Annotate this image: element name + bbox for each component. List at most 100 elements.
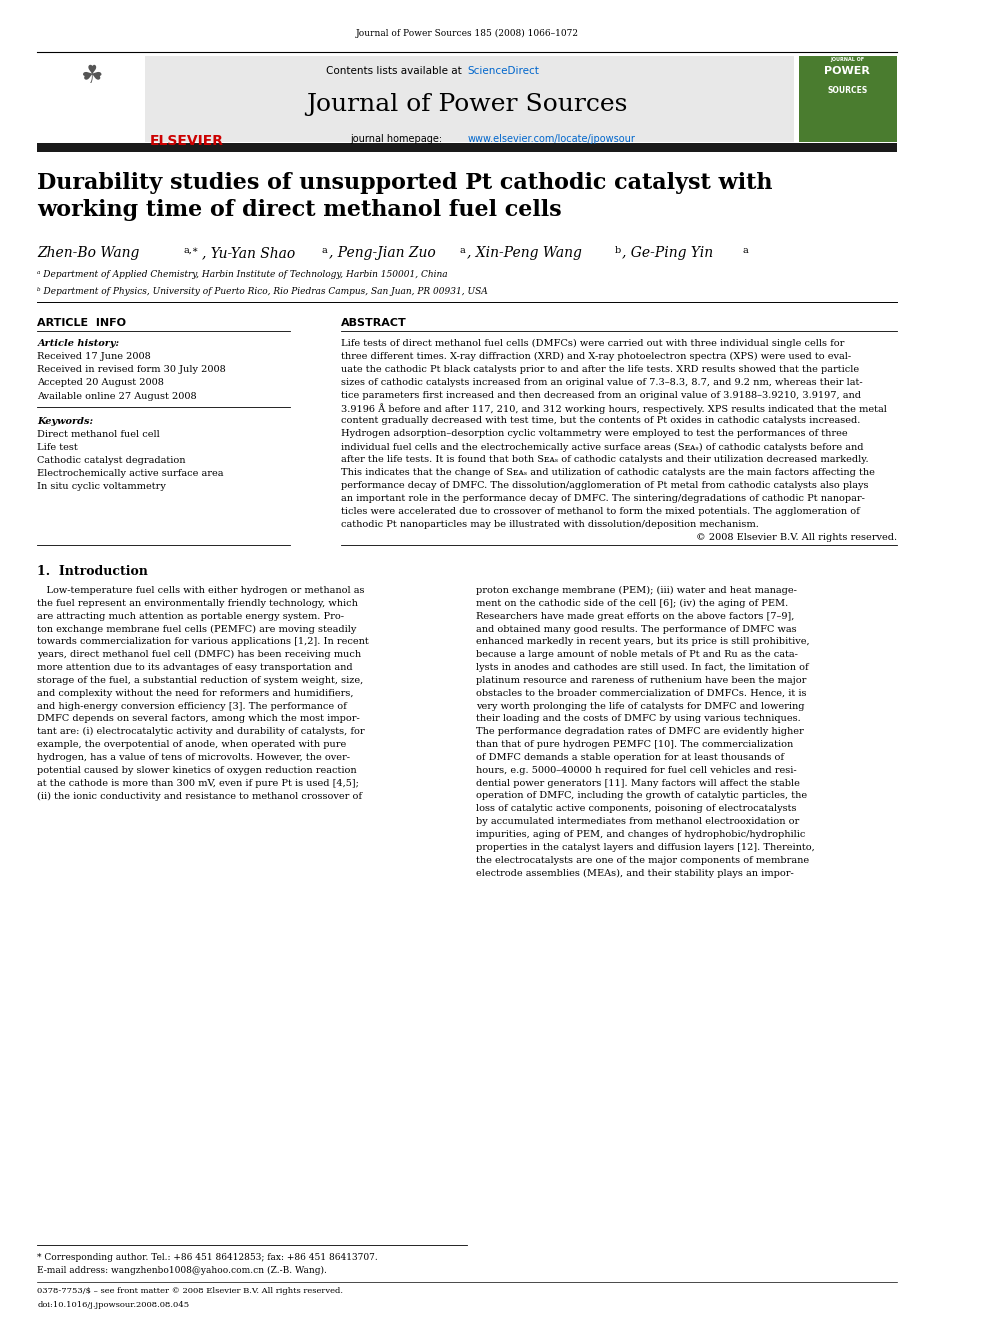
Text: © 2008 Elsevier B.V. All rights reserved.: © 2008 Elsevier B.V. All rights reserved… (695, 533, 897, 542)
Text: ARTICLE  INFO: ARTICLE INFO (38, 318, 126, 328)
Text: uate the cathodic Pt black catalysts prior to and after the life tests. XRD resu: uate the cathodic Pt black catalysts pri… (341, 365, 859, 373)
Text: potential caused by slower kinetics of oxygen reduction reaction: potential caused by slower kinetics of o… (38, 766, 357, 775)
Text: operation of DMFC, including the growth of catalytic particles, the: operation of DMFC, including the growth … (476, 791, 807, 800)
Text: Received 17 June 2008: Received 17 June 2008 (38, 352, 151, 361)
Text: ᵇ Department of Physics, University of Puerto Rico, Rio Piedras Campus, San Juan: ᵇ Department of Physics, University of P… (38, 287, 488, 296)
Text: 1.  Introduction: 1. Introduction (38, 565, 148, 578)
Text: Keywords:: Keywords: (38, 417, 93, 426)
Text: more attention due to its advantages of easy transportation and: more attention due to its advantages of … (38, 663, 353, 672)
Text: dential power generators [11]. Many factors will affect the stable: dential power generators [11]. Many fact… (476, 778, 801, 787)
Text: ᵃ Department of Applied Chemistry, Harbin Institute of Technology, Harbin 150001: ᵃ Department of Applied Chemistry, Harbi… (38, 270, 448, 279)
Text: electrode assemblies (MEAs), and their stability plays an impor-: electrode assemblies (MEAs), and their s… (476, 868, 795, 877)
Text: very worth prolonging the life of catalysts for DMFC and lowering: very worth prolonging the life of cataly… (476, 701, 805, 710)
Text: an important role in the performance decay of DMFC. The sintering/degradations o: an important role in the performance dec… (341, 495, 865, 503)
Text: and high-energy conversion efficiency [3]. The performance of: and high-energy conversion efficiency [3… (38, 701, 347, 710)
Text: obstacles to the broader commercialization of DMFCs. Hence, it is: obstacles to the broader commercializati… (476, 689, 807, 697)
Text: three different times. X-ray diffraction (XRD) and X-ray photoelectron spectra (: three different times. X-ray diffraction… (341, 352, 851, 361)
Text: the electrocatalysts are one of the major components of membrane: the electrocatalysts are one of the majo… (476, 856, 809, 865)
Text: a: a (743, 246, 749, 255)
Text: , Yu-Yan Shao: , Yu-Yan Shao (201, 246, 295, 261)
Text: performance decay of DMFC. The dissolution/agglomeration of Pt metal from cathod: performance decay of DMFC. The dissoluti… (341, 482, 869, 491)
Text: Zhen-Bo Wang: Zhen-Bo Wang (38, 246, 140, 261)
Bar (38, 56, 145, 142)
Text: ☘: ☘ (80, 64, 103, 87)
Text: The performance degradation rates of DMFC are evidently higher: The performance degradation rates of DMF… (476, 728, 805, 737)
Text: b: b (615, 246, 621, 255)
Text: , Ge-Ping Yin: , Ge-Ping Yin (622, 246, 713, 261)
Text: years, direct methanol fuel cell (DMFC) has been receiving much: years, direct methanol fuel cell (DMFC) … (38, 651, 361, 659)
Text: , Xin-Peng Wang: , Xin-Peng Wang (467, 246, 582, 261)
Text: ABSTRACT: ABSTRACT (341, 318, 407, 328)
Text: a,∗: a,∗ (184, 246, 198, 255)
Text: doi:10.1016/j.jpowsour.2008.08.045: doi:10.1016/j.jpowsour.2008.08.045 (38, 1301, 189, 1308)
Text: www.elsevier.com/locate/jpowsour: www.elsevier.com/locate/jpowsour (467, 134, 635, 144)
Text: DMFC depends on several factors, among which the most impor-: DMFC depends on several factors, among w… (38, 714, 360, 724)
Text: Researchers have made great efforts on the above factors [7–9],: Researchers have made great efforts on t… (476, 611, 795, 620)
Text: * Corresponding author. Tel.: +86 451 86412853; fax: +86 451 86413707.: * Corresponding author. Tel.: +86 451 86… (38, 1253, 378, 1262)
Bar (799, 56, 897, 142)
Text: E-mail address: wangzhenbo1008@yahoo.com.cn (Z.-B. Wang).: E-mail address: wangzhenbo1008@yahoo.com… (38, 1266, 327, 1275)
Text: Contents lists available at: Contents lists available at (326, 66, 465, 77)
Text: ELSEVIER: ELSEVIER (150, 134, 223, 148)
Text: at the cathode is more than 300 mV, even if pure Pt is used [4,5];: at the cathode is more than 300 mV, even… (38, 778, 359, 787)
Text: (ii) the ionic conductivity and resistance to methanol crossover of: (ii) the ionic conductivity and resistan… (38, 791, 362, 800)
Text: Received in revised form 30 July 2008: Received in revised form 30 July 2008 (38, 365, 226, 374)
Bar (38, 143, 897, 152)
Text: Life test: Life test (38, 443, 78, 452)
Text: Journal of Power Sources 185 (2008) 1066–1072: Journal of Power Sources 185 (2008) 1066… (356, 29, 578, 38)
Text: Cathodic catalyst degradation: Cathodic catalyst degradation (38, 456, 186, 464)
Text: cathodic Pt nanoparticles may be illustrated with dissolution/deposition mechani: cathodic Pt nanoparticles may be illustr… (341, 520, 759, 529)
Text: a: a (321, 246, 327, 255)
Text: Life tests of direct methanol fuel cells (DMFCs) were carried out with three ind: Life tests of direct methanol fuel cells… (341, 339, 844, 348)
Text: Electrochemically active surface area: Electrochemically active surface area (38, 468, 224, 478)
Text: Accepted 20 August 2008: Accepted 20 August 2008 (38, 378, 165, 388)
Text: their loading and the costs of DMFC by using various techniques.: their loading and the costs of DMFC by u… (476, 714, 802, 724)
Text: ticles were accelerated due to crossover of methanol to form the mixed potential: ticles were accelerated due to crossover… (341, 507, 860, 516)
Text: Article history:: Article history: (38, 339, 119, 348)
Text: hours, e.g. 5000–40000 h required for fuel cell vehicles and resi-: hours, e.g. 5000–40000 h required for fu… (476, 766, 798, 775)
Text: Direct methanol fuel cell: Direct methanol fuel cell (38, 430, 160, 439)
Text: of DMFC demands a stable operation for at least thousands of: of DMFC demands a stable operation for a… (476, 753, 785, 762)
Text: example, the overpotential of anode, when operated with pure: example, the overpotential of anode, whe… (38, 740, 346, 749)
Text: ton exchange membrane fuel cells (PEMFC) are moving steadily: ton exchange membrane fuel cells (PEMFC)… (38, 624, 357, 634)
Text: tice parameters first increased and then decreased from an original value of 3.9: tice parameters first increased and then… (341, 390, 861, 400)
Text: This indicates that the change of Sᴇᴀₛ and utilization of cathodic catalysts are: This indicates that the change of Sᴇᴀₛ a… (341, 468, 875, 478)
Text: , Peng-Jian Zuo: , Peng-Jian Zuo (329, 246, 435, 261)
Text: Available online 27 August 2008: Available online 27 August 2008 (38, 392, 197, 401)
Text: proton exchange membrane (PEM); (iii) water and heat manage-: proton exchange membrane (PEM); (iii) wa… (476, 586, 798, 595)
Text: Durability studies of unsupported Pt cathodic catalyst with
working time of dire: Durability studies of unsupported Pt cat… (38, 172, 773, 221)
Text: towards commercialization for various applications [1,2]. In recent: towards commercialization for various ap… (38, 638, 369, 647)
Text: after the life tests. It is found that both Sᴇᴀₛ of cathodic catalysts and their: after the life tests. It is found that b… (341, 455, 869, 464)
Text: loss of catalytic active components, poisoning of electrocatalysts: loss of catalytic active components, poi… (476, 804, 797, 814)
Text: tant are: (i) electrocatalytic activity and durability of catalysts, for: tant are: (i) electrocatalytic activity … (38, 728, 365, 737)
Text: In situ cyclic voltammetry: In situ cyclic voltammetry (38, 482, 167, 491)
Text: ScienceDirect: ScienceDirect (467, 66, 539, 77)
Text: journal homepage:: journal homepage: (350, 134, 445, 144)
Text: impurities, aging of PEM, and changes of hydrophobic/hydrophilic: impurities, aging of PEM, and changes of… (476, 830, 806, 839)
Bar (145, 56, 795, 142)
Text: Low-temperature fuel cells with either hydrogen or methanol as: Low-temperature fuel cells with either h… (38, 586, 365, 595)
Text: and complexity without the need for reformers and humidifiers,: and complexity without the need for refo… (38, 689, 354, 697)
Text: platinum resource and rareness of ruthenium have been the major: platinum resource and rareness of ruthen… (476, 676, 806, 685)
Text: because a large amount of noble metals of Pt and Ru as the cata-: because a large amount of noble metals o… (476, 651, 799, 659)
Text: JOURNAL OF: JOURNAL OF (830, 57, 864, 62)
Text: storage of the fuel, a substantial reduction of system weight, size,: storage of the fuel, a substantial reduc… (38, 676, 364, 685)
Text: hydrogen, has a value of tens of microvolts. However, the over-: hydrogen, has a value of tens of microvo… (38, 753, 350, 762)
Text: are attracting much attention as portable energy system. Pro-: are attracting much attention as portabl… (38, 611, 344, 620)
Text: a: a (459, 246, 465, 255)
Text: Journal of Power Sources: Journal of Power Sources (307, 93, 628, 115)
Text: sizes of cathodic catalysts increased from an original value of 7.3–8.3, 8.7, an: sizes of cathodic catalysts increased fr… (341, 377, 863, 386)
Text: enhanced markedly in recent years, but its price is still prohibitive,: enhanced markedly in recent years, but i… (476, 638, 810, 647)
Text: POWER: POWER (824, 66, 870, 77)
Text: SOURCES: SOURCES (827, 86, 868, 95)
Text: content gradually decreased with test time, but the contents of Pt oxides in cat: content gradually decreased with test ti… (341, 417, 860, 426)
Text: 0378-7753/$ – see front matter © 2008 Elsevier B.V. All rights reserved.: 0378-7753/$ – see front matter © 2008 El… (38, 1287, 343, 1295)
Text: lysts in anodes and cathodes are still used. In fact, the limitation of: lysts in anodes and cathodes are still u… (476, 663, 809, 672)
Text: ment on the cathodic side of the cell [6]; (iv) the aging of PEM.: ment on the cathodic side of the cell [6… (476, 599, 789, 609)
Text: the fuel represent an environmentally friendly technology, which: the fuel represent an environmentally fr… (38, 599, 358, 609)
Text: by accumulated intermediates from methanol electrooxidation or: by accumulated intermediates from methan… (476, 818, 800, 826)
Text: and obtained many good results. The performance of DMFC was: and obtained many good results. The perf… (476, 624, 798, 634)
Text: individual fuel cells and the electrochemically active surface areas (Sᴇᴀₛ) of c: individual fuel cells and the electroche… (341, 442, 863, 451)
Text: properties in the catalyst layers and diffusion layers [12]. Thereinto,: properties in the catalyst layers and di… (476, 843, 815, 852)
Text: Hydrogen adsorption–desorption cyclic voltammetry were employed to test the perf: Hydrogen adsorption–desorption cyclic vo… (341, 430, 847, 438)
